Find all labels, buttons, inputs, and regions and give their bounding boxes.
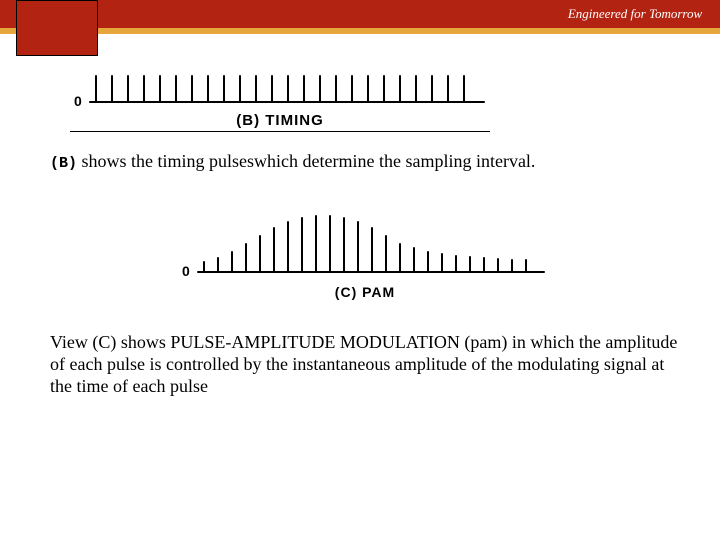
header-bar: Engineered for Tomorrow: [0, 0, 720, 28]
figure-c-pam: 0: [180, 210, 550, 280]
paragraph-c: View (C) shows PULSE-AMPLITUDE MODULATIO…: [50, 332, 680, 398]
figure-b-caption: (B) TIMING: [70, 112, 490, 129]
content-area: 0 (B) TIMING (B) shows the timing pulses…: [0, 70, 720, 398]
paragraph-b-body: shows the timing pulseswhich determine t…: [77, 151, 535, 171]
figure-b-timing: 0: [70, 70, 490, 110]
paragraph-b: (B) shows the timing pulseswhich determi…: [50, 150, 680, 174]
figure-c-container: 0 (C) PAM: [175, 210, 555, 300]
logo-square: [16, 0, 98, 56]
figure-c-caption: (C) PAM: [175, 284, 555, 300]
figure-b-container: 0 (B) TIMING: [70, 70, 490, 132]
paragraph-b-prefix: (B): [50, 155, 77, 172]
gold-strip: [0, 28, 720, 34]
svg-text:0: 0: [182, 263, 190, 279]
header-tagline: Engineered for Tomorrow: [550, 0, 720, 28]
svg-text:0: 0: [74, 93, 82, 109]
